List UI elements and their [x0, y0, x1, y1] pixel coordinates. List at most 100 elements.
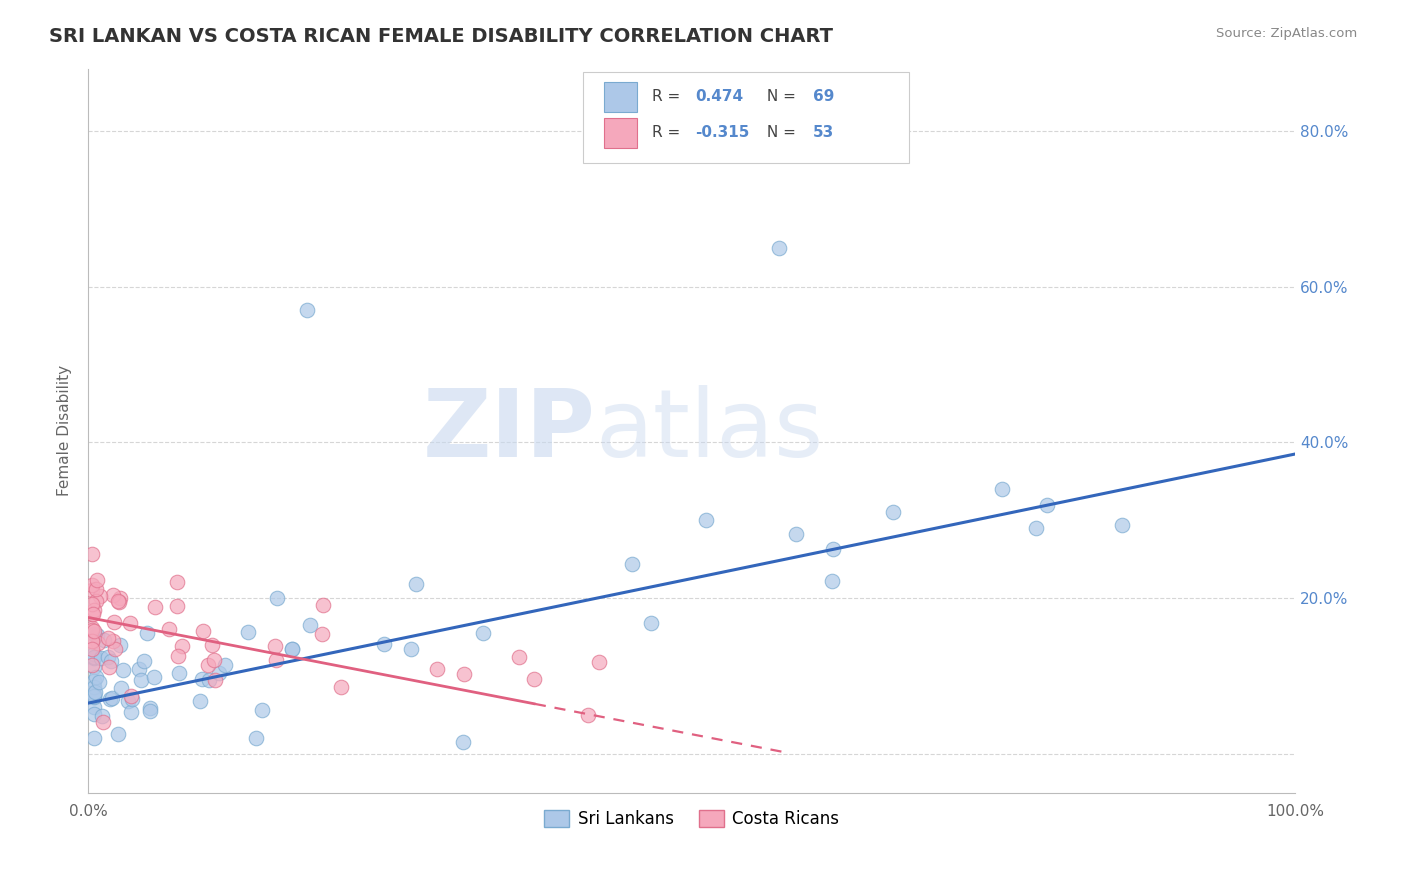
Point: [83, 624, 105, 638]
Point: [83, 706, 105, 721]
Point: [508, 649, 530, 664]
Point: [98, 659, 121, 673]
Point: [83, 690, 105, 704]
Point: [620, 557, 643, 571]
Point: [193, 624, 215, 638]
Point: [101, 588, 124, 602]
Point: [80, 607, 103, 622]
Point: [80, 583, 103, 598]
Point: [311, 599, 333, 613]
Point: [157, 622, 180, 636]
Point: [188, 694, 211, 708]
Point: [281, 642, 304, 657]
Point: [89, 674, 111, 689]
Point: [93, 632, 115, 647]
Text: N =: N =: [762, 126, 800, 140]
Point: [107, 594, 129, 608]
Point: [90, 651, 112, 665]
Point: [695, 512, 717, 526]
Point: [128, 662, 150, 676]
Point: [166, 575, 188, 590]
Point: [86, 574, 108, 588]
Text: N =: N =: [762, 89, 800, 104]
Point: [83, 603, 105, 617]
Point: [89, 589, 111, 603]
Point: [83, 627, 105, 641]
Point: [97, 631, 120, 645]
Point: [86, 628, 108, 642]
Point: [197, 658, 219, 673]
Text: Source: ZipAtlas.com: Source: ZipAtlas.com: [1216, 27, 1357, 40]
Point: [104, 642, 127, 657]
Point: [91, 714, 114, 729]
Point: [1111, 517, 1133, 532]
Point: [991, 482, 1014, 496]
Point: [120, 689, 142, 703]
Point: [264, 653, 287, 667]
Point: [453, 666, 475, 681]
Point: [471, 625, 494, 640]
FancyBboxPatch shape: [583, 72, 910, 162]
Legend: Sri Lankans, Costa Ricans: Sri Lankans, Costa Ricans: [538, 804, 846, 835]
Point: [198, 673, 221, 688]
Point: [111, 663, 134, 677]
Point: [107, 727, 129, 741]
Point: [83, 673, 105, 688]
Point: [138, 701, 160, 715]
Point: [80, 633, 103, 648]
Point: [84, 685, 107, 699]
Point: [167, 649, 190, 664]
Text: atlas: atlas: [595, 384, 824, 476]
Point: [576, 708, 599, 723]
Point: [101, 691, 124, 706]
Text: ZIP: ZIP: [422, 384, 595, 476]
Point: [134, 654, 156, 668]
Point: [97, 649, 120, 664]
Point: [80, 634, 103, 648]
Point: [136, 626, 159, 640]
Point: [83, 650, 105, 665]
Point: [84, 594, 107, 608]
Point: [1036, 498, 1059, 512]
Point: [821, 542, 844, 557]
Point: [426, 662, 449, 676]
Point: [80, 577, 103, 591]
Point: [405, 576, 427, 591]
Point: [768, 241, 790, 255]
Point: [80, 597, 103, 611]
Text: 0.474: 0.474: [696, 89, 744, 104]
Point: [143, 670, 166, 684]
Point: [266, 591, 288, 606]
Y-axis label: Female Disability: Female Disability: [58, 365, 72, 496]
Point: [83, 659, 105, 673]
Point: [83, 731, 105, 745]
Point: [882, 505, 904, 519]
Point: [117, 694, 139, 708]
Point: [329, 680, 352, 694]
Bar: [603, 81, 637, 112]
Point: [401, 642, 423, 657]
Point: [83, 680, 105, 694]
Text: R =: R =: [652, 126, 685, 140]
Point: [588, 655, 610, 669]
Point: [311, 626, 333, 640]
Bar: [603, 118, 637, 148]
Point: [98, 691, 121, 706]
Point: [84, 582, 107, 597]
Point: [190, 672, 212, 686]
Text: -0.315: -0.315: [696, 126, 749, 140]
Point: [214, 658, 236, 673]
Point: [80, 658, 103, 673]
Point: [166, 599, 188, 614]
Point: [202, 653, 225, 667]
Text: 53: 53: [813, 126, 834, 140]
Point: [167, 666, 190, 681]
Point: [143, 600, 166, 615]
Point: [101, 633, 124, 648]
Point: [100, 654, 122, 668]
Point: [252, 703, 274, 717]
Point: [108, 595, 131, 609]
Text: R =: R =: [652, 89, 685, 104]
Point: [264, 639, 287, 653]
Point: [204, 673, 226, 687]
